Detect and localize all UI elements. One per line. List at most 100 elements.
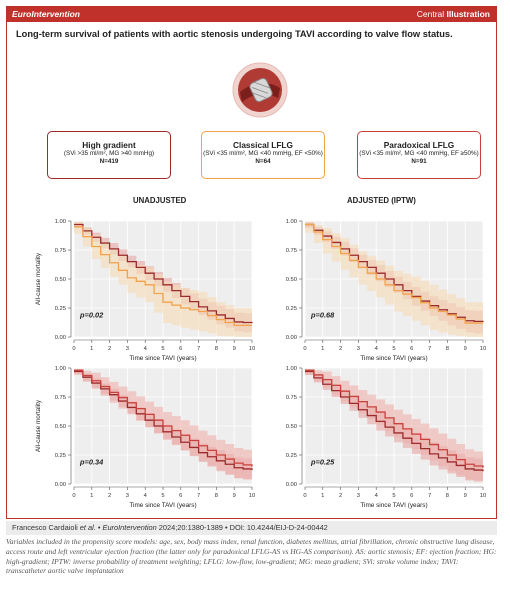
x-tick-label: 5 — [392, 493, 395, 499]
x-tick-label: 7 — [428, 346, 431, 352]
x-tick-label: 10 — [480, 493, 486, 499]
x-tick-label: 6 — [410, 493, 413, 499]
y-axis-label: All-cause mortality — [35, 399, 42, 452]
x-tick-label: 1 — [90, 346, 93, 352]
ci-prefix: Central — [416, 9, 445, 19]
x-tick-label: 10 — [480, 346, 486, 352]
survival-curve — [74, 223, 253, 324]
x-tick-label: 7 — [197, 493, 200, 499]
x-tick-label: 3 — [357, 493, 360, 499]
ref-sep: • — [95, 523, 103, 532]
y-tick-label: 0.00 — [286, 482, 297, 488]
ref-etal: et al. — [79, 523, 96, 532]
reference-line: Francesco Cardaioli et al. • EuroInterve… — [6, 521, 497, 535]
group-name: Paradoxical LFLG — [383, 140, 455, 150]
headline: Long-term survival of patients with aort… — [16, 29, 453, 39]
x-tick-label: 6 — [410, 346, 413, 352]
x-tick-label: 0 — [303, 346, 306, 352]
km-plot-adjusted-paradoxical: 0 1 2 3 4 5 6 7 8 9 10 0.00 0.25 0.50 0.75 1.00 Time sin… — [286, 366, 487, 509]
y-tick-label: 0.25 — [286, 306, 297, 312]
x-tick-label: 7 — [197, 346, 200, 352]
group-criteria: (SVi <35 ml/m², MG <40 mmHg, EF <50%) — [203, 150, 323, 157]
y-tick-label: 0.25 — [286, 453, 297, 459]
central-illustration-label: Central Illustration — [417, 9, 490, 19]
p-value-annotation: p=0.34 — [79, 457, 103, 466]
column-title-unadjusted: UNADJUSTED — [133, 196, 187, 205]
survival-curve — [74, 370, 253, 471]
group-criteria: (SVi >35 ml/m², MG >40 mmHg) — [63, 150, 155, 157]
y-tick-label: 0.75 — [55, 395, 66, 401]
x-tick-label: 1 — [321, 346, 324, 352]
y-tick-label: 0.50 — [55, 424, 66, 430]
y-tick-label: 0.00 — [286, 335, 297, 341]
group-n: N=91 — [411, 158, 427, 165]
y-tick-label: 1.00 — [55, 366, 66, 372]
group-high-gradient: High gradient (SVi >35 ml/m², MG >40 mmH… — [47, 131, 171, 179]
group-name: High gradient — [82, 140, 136, 150]
ref-authors: Francesco Cardaioli — [12, 523, 80, 532]
y-tick-label: 0.00 — [55, 335, 66, 341]
x-axis-label: Time since TAVI (years) — [129, 502, 196, 509]
y-tick-label: 0.75 — [286, 248, 297, 254]
ref-journal: EuroIntervention — [102, 523, 157, 532]
x-tick-label: 4 — [144, 346, 148, 352]
y-tick-label: 0.50 — [55, 277, 66, 283]
x-tick-label: 1 — [321, 493, 324, 499]
y-axis-label: All-cause mortality — [35, 252, 42, 305]
x-tick-label: 4 — [375, 346, 379, 352]
x-tick-label: 7 — [428, 493, 431, 499]
y-tick-label: 0.00 — [55, 482, 66, 488]
header-bar: EuroIntervention Central Illustration — [7, 7, 496, 22]
ci-bold: Illustration — [446, 9, 490, 19]
x-tick-label: 10 — [249, 493, 255, 499]
group-n: N=419 — [99, 158, 119, 165]
x-tick-label: 1 — [90, 493, 93, 499]
x-tick-label: 2 — [108, 346, 111, 352]
x-axis-label: Time since TAVI (years) — [360, 355, 427, 362]
km-plot-unadjusted-classical: 0 1 2 3 4 5 6 7 8 9 10 0.00 0.25 0.50 0.75 1.00 Time sin… — [35, 219, 255, 362]
x-tick-label: 8 — [446, 493, 449, 499]
y-tick-label: 0.75 — [286, 395, 297, 401]
x-tick-label: 2 — [339, 346, 342, 352]
journal-brand: EuroIntervention — [12, 9, 81, 19]
central-illustration-frame: EuroIntervention Central Illustration Lo… — [6, 6, 497, 519]
x-tick-label: 9 — [464, 493, 467, 499]
x-tick-label: 0 — [72, 346, 75, 352]
x-tick-label: 4 — [375, 493, 379, 499]
p-value-annotation: p=0.25 — [310, 457, 335, 466]
x-tick-label: 3 — [357, 346, 360, 352]
survival-curve — [74, 369, 253, 467]
group-n: N=64 — [255, 158, 271, 165]
survival-curve — [305, 369, 484, 468]
x-tick-label: 0 — [72, 493, 75, 499]
y-tick-label: 0.50 — [286, 424, 297, 430]
ref-details: 2024;20:1380-1389 • DOI: 10.4244/EIJ-D-2… — [156, 523, 328, 532]
y-tick-label: 1.00 — [286, 219, 297, 225]
x-tick-label: 10 — [249, 346, 255, 352]
x-tick-label: 8 — [215, 346, 218, 352]
survival-curve — [74, 226, 252, 327]
x-tick-label: 9 — [233, 493, 236, 499]
p-value-annotation: p=0.02 — [79, 310, 104, 319]
x-tick-label: 8 — [215, 493, 218, 499]
y-tick-label: 0.25 — [55, 453, 66, 459]
x-tick-label: 2 — [108, 493, 111, 499]
group-criteria: (SVi <35 ml/m², MG <40 mmHg, EF ≥50%) — [359, 150, 479, 157]
group-paradoxical-lflg: Paradoxical LFLG (SVi <35 ml/m², MG <40 … — [357, 131, 481, 179]
y-tick-label: 0.25 — [55, 306, 66, 312]
km-plot-unadjusted-paradoxical: 0 1 2 3 4 5 6 7 8 9 10 0.00 0.25 0.50 0.75 1.00 Time sin… — [35, 366, 255, 509]
x-tick-label: 3 — [126, 493, 129, 499]
group-classical-lflg: Classical LFLG (SVi <35 ml/m², MG <40 mm… — [201, 131, 325, 179]
survival-curve — [305, 223, 483, 324]
x-tick-label: 6 — [179, 493, 182, 499]
abbreviation-notes: Variables included in the propensity sco… — [6, 537, 497, 576]
x-axis-label: Time since TAVI (years) — [129, 355, 196, 362]
km-plot-adjusted-classical: 0 1 2 3 4 5 6 7 8 9 10 0.00 0.25 0.50 0.75 1.00 Time sin… — [286, 219, 487, 362]
x-tick-label: 2 — [339, 493, 342, 499]
x-tick-label: 9 — [464, 346, 467, 352]
p-value-annotation: p=0.68 — [310, 310, 335, 319]
x-tick-label: 5 — [161, 346, 164, 352]
y-tick-label: 0.75 — [55, 248, 66, 254]
y-tick-label: 0.50 — [286, 277, 297, 283]
x-axis-label: Time since TAVI (years) — [360, 502, 427, 509]
